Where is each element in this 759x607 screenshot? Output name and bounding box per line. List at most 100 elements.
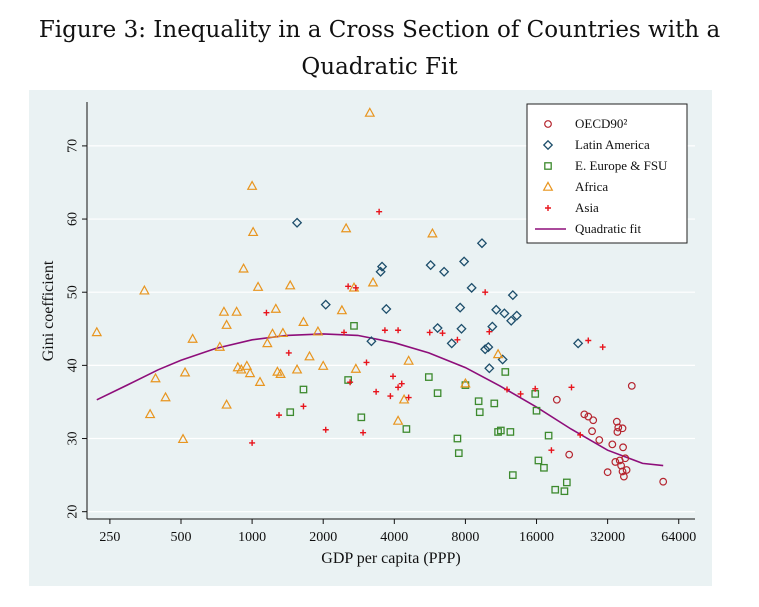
point-africa-38 (364, 107, 376, 117)
legend-label-asia: Asia (575, 200, 599, 215)
point-oecd-18 (618, 424, 627, 433)
point-africa-37 (350, 363, 362, 373)
point-asia-12 (373, 388, 380, 395)
point-africa-22 (262, 337, 273, 348)
point-africa-27 (277, 327, 289, 337)
point-latam-23 (507, 290, 518, 301)
point-asia-32 (585, 337, 592, 344)
point-latam-10 (455, 302, 466, 313)
point-africa-4 (160, 391, 171, 402)
point-eeurope-12 (475, 408, 484, 417)
point-oecd-20 (659, 477, 668, 486)
point-asia-28 (532, 385, 539, 392)
point-asia-8 (347, 379, 354, 386)
point-asia-25 (486, 328, 493, 335)
point-eeurope-7 (433, 389, 442, 398)
point-eeurope-0 (286, 408, 295, 417)
point-latam-9 (446, 338, 457, 349)
x-tick-label-4000: 4000 (380, 530, 408, 545)
point-africa-32 (312, 325, 324, 336)
point-africa-43 (427, 227, 438, 238)
x-axis-ticks: 250 500 1000 2000 4000 8000 16000 32000 64000 (99, 519, 696, 545)
point-africa-44 (460, 377, 471, 388)
point-asia-31 (577, 431, 584, 438)
point-asia-0 (249, 439, 256, 446)
point-asia-2 (276, 412, 283, 419)
point-oecd-19 (627, 381, 636, 390)
point-eeurope-13 (490, 399, 499, 408)
legend-items: OECD90² Latin America E. Europe & FSU Afric… (535, 116, 668, 236)
point-latam-6 (425, 260, 436, 271)
figure-title-line-2: Quadratic Fit (301, 54, 458, 80)
point-asia-23 (454, 336, 461, 343)
point-asia-29 (548, 447, 555, 454)
point-africa-30 (298, 316, 309, 327)
point-latam-11 (456, 323, 467, 334)
point-africa-24 (270, 303, 282, 313)
point-asia-7 (345, 283, 352, 290)
y-tick-label-20: 20 (66, 505, 81, 519)
point-asia-10 (360, 429, 367, 436)
point-africa-1 (139, 284, 150, 295)
y-tick-label-70: 70 (66, 139, 81, 153)
x-tick-label-1000: 1000 (238, 530, 266, 545)
series-asia (249, 208, 606, 454)
point-africa-19 (247, 226, 259, 237)
point-latam-8 (438, 266, 450, 277)
point-africa-40 (392, 415, 404, 425)
point-asia-4 (300, 403, 307, 410)
quadratic-fit-line (96, 333, 664, 467)
point-eeurope-1 (299, 385, 308, 394)
point-eeurope-3 (350, 322, 358, 330)
point-latam-1 (320, 299, 331, 310)
legend: OECD90² Latin America E. Europe & FSU Afric… (526, 103, 688, 244)
y-axis-ticks: 20 30 40 50 60 70 (66, 139, 87, 519)
point-oecd-10 (614, 423, 623, 432)
point-oecd-22 (613, 428, 622, 436)
point-eeurope-26 (562, 478, 571, 487)
point-oecd-7 (603, 468, 612, 477)
point-asia-19 (398, 380, 405, 387)
point-latam-0 (291, 217, 303, 228)
y-tick-label-50: 50 (66, 285, 81, 299)
point-asia-9 (352, 284, 359, 291)
point-africa-23 (267, 328, 278, 338)
point-africa-41 (398, 393, 410, 404)
point-eeurope-16 (501, 368, 510, 376)
point-asia-6 (341, 329, 348, 336)
point-latam-18 (487, 321, 498, 332)
point-africa-20 (252, 281, 264, 291)
x-tick-label-16000: 16000 (519, 530, 554, 545)
y-tick-label-30: 30 (66, 432, 81, 446)
point-africa-11 (221, 319, 232, 329)
point-africa-18 (246, 180, 258, 190)
legend-marker-eeurope (544, 162, 552, 170)
point-eeurope-5 (402, 425, 411, 433)
point-africa-34 (336, 304, 348, 315)
point-latam-22 (506, 315, 517, 326)
point-eeurope-8 (453, 434, 462, 443)
point-africa-29 (291, 363, 303, 374)
point-eeurope-24 (551, 485, 560, 494)
point-asia-22 (439, 330, 446, 337)
point-africa-39 (367, 276, 379, 287)
point-oecd-1 (565, 450, 574, 459)
x-tick-label-500: 500 (170, 530, 191, 545)
point-eeurope-17 (506, 428, 515, 436)
marker-layer (91, 107, 668, 496)
point-eeurope-11 (474, 397, 483, 406)
point-latam-15 (480, 344, 491, 355)
point-asia-1 (263, 309, 270, 316)
point-latam-16 (483, 341, 494, 353)
point-eeurope-25 (560, 487, 569, 496)
legend-marker-africa (542, 181, 554, 191)
point-africa-17 (244, 367, 256, 378)
point-africa-2 (144, 408, 156, 419)
figure-title-line-1: Figure 3: Inequality in a Cross Section … (38, 17, 721, 43)
point-africa-16 (241, 360, 253, 370)
point-africa-15 (238, 262, 249, 273)
series-eeurope (286, 322, 571, 496)
point-latam-7 (432, 322, 443, 334)
point-asia-33 (599, 344, 606, 351)
point-asia-27 (517, 390, 524, 397)
